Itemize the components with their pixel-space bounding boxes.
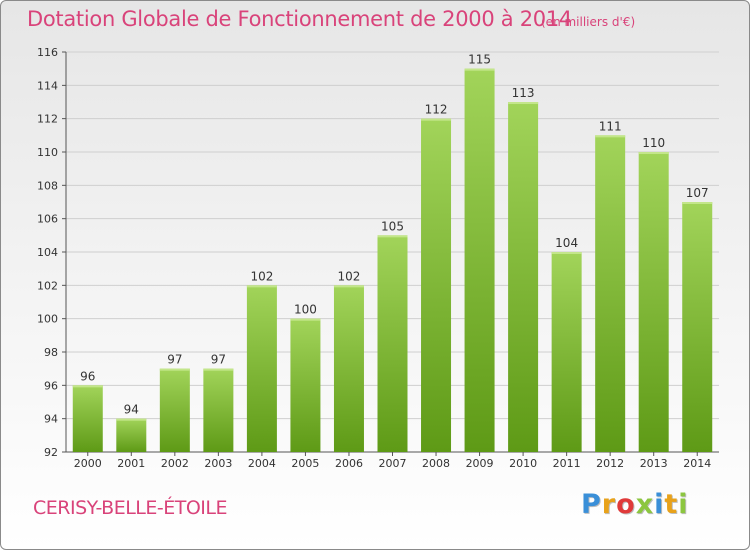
bar-highlight xyxy=(159,368,190,371)
bar-2001 xyxy=(116,418,147,452)
logo-letter: r xyxy=(601,489,617,520)
bar-2014 xyxy=(682,202,713,452)
bar-highlight xyxy=(333,285,364,288)
y-tick-label: 108 xyxy=(37,179,58,192)
x-tick-label-2007: 2007 xyxy=(379,457,407,470)
bar-2011 xyxy=(551,252,582,452)
x-tick-label-2002: 2002 xyxy=(161,457,189,470)
bar-2006 xyxy=(333,285,364,452)
logo-letter: t xyxy=(664,489,679,520)
bar-2010 xyxy=(508,102,539,452)
bar-highlight xyxy=(203,368,234,371)
x-tick-label-2009: 2009 xyxy=(466,457,494,470)
data-label-2009: 115 xyxy=(468,53,491,67)
logo-letter: x xyxy=(635,489,655,520)
bar-highlight xyxy=(290,318,321,321)
logo-letter: i xyxy=(678,489,689,520)
data-label-2003: 97 xyxy=(211,353,226,367)
labels: 92 94 96 98 100 102 104 106 108 110 112 114 116 96 200… xyxy=(37,46,711,470)
bars xyxy=(72,68,713,453)
y-tick-label: 98 xyxy=(44,346,58,359)
data-label-2010: 113 xyxy=(512,86,535,100)
bar-highlight xyxy=(116,418,147,421)
data-label-2014: 107 xyxy=(686,186,709,200)
x-tick-label-2003: 2003 xyxy=(204,457,232,470)
y-tick-label: 102 xyxy=(37,279,58,292)
x-tick-label-2000: 2000 xyxy=(74,457,102,470)
bar-2005 xyxy=(290,318,321,452)
bar-highlight xyxy=(551,252,582,254)
x-tick-label-2010: 2010 xyxy=(509,457,537,470)
x-tick-label-2004: 2004 xyxy=(248,457,276,470)
x-tick-label-2011: 2011 xyxy=(553,457,581,470)
bar-2009 xyxy=(464,68,495,453)
bar-2002 xyxy=(159,368,190,452)
y-tick-label: 96 xyxy=(44,379,58,392)
logo-letter: o xyxy=(616,489,636,520)
x-tick-label-2005: 2005 xyxy=(291,457,319,470)
y-tick-label: 104 xyxy=(37,246,58,259)
logo-letter: P xyxy=(581,489,602,520)
bar-highlight xyxy=(682,202,713,204)
data-label-2006: 102 xyxy=(338,269,361,283)
data-label-2008: 112 xyxy=(425,103,448,117)
data-label-2002: 97 xyxy=(167,353,182,367)
bar-2003 xyxy=(203,368,234,452)
x-tick-label-2001: 2001 xyxy=(117,457,145,470)
x-tick-label-2012: 2012 xyxy=(596,457,624,470)
bar-highlight xyxy=(246,285,277,288)
y-tick-label: 100 xyxy=(37,313,58,326)
bar-highlight xyxy=(595,135,626,138)
x-tick-label-2006: 2006 xyxy=(335,457,363,470)
chart-subtitle: (en milliers d'€) xyxy=(541,15,636,29)
y-tick-label: 114 xyxy=(37,79,58,92)
bar-2008 xyxy=(421,118,452,453)
data-label-2004: 102 xyxy=(250,269,273,283)
y-tick-label: 112 xyxy=(37,113,58,126)
x-tick-label-2008: 2008 xyxy=(422,457,450,470)
bar-highlight xyxy=(638,152,669,154)
y-tick-label: 110 xyxy=(37,146,58,159)
x-tick-label-2014: 2014 xyxy=(683,457,711,470)
bar-highlight xyxy=(377,235,408,238)
bar-2004 xyxy=(246,285,277,452)
data-label-2013: 110 xyxy=(642,136,665,150)
chart-title: Dotation Globale de Fonctionnement de 20… xyxy=(27,7,572,31)
bar-highlight xyxy=(421,118,452,121)
data-label-2011: 104 xyxy=(555,236,578,250)
bar-2013 xyxy=(638,152,669,452)
commune-name: CERISY-BELLE-ÉTOILE xyxy=(33,497,228,519)
data-label-2012: 111 xyxy=(599,119,622,133)
data-label-2000: 96 xyxy=(80,369,95,383)
y-tick-label: 106 xyxy=(37,213,58,226)
data-label-2007: 105 xyxy=(381,219,404,233)
logo-letter: i xyxy=(654,489,665,520)
proxiti-logo[interactable]: Proxiti xyxy=(581,489,689,520)
x-tick-label-2013: 2013 xyxy=(640,457,668,470)
data-label-2001: 94 xyxy=(124,403,139,417)
bar-highlight xyxy=(508,102,539,104)
bar-highlight xyxy=(72,385,103,388)
bar-2012 xyxy=(595,135,626,453)
y-tick-label: 94 xyxy=(44,413,58,426)
data-label-2005: 100 xyxy=(294,303,317,317)
bar-2000 xyxy=(72,385,103,452)
y-tick-label: 116 xyxy=(37,46,58,59)
bar-2007 xyxy=(377,235,408,452)
y-tick-label: 92 xyxy=(44,446,58,459)
bar-highlight xyxy=(464,68,495,71)
